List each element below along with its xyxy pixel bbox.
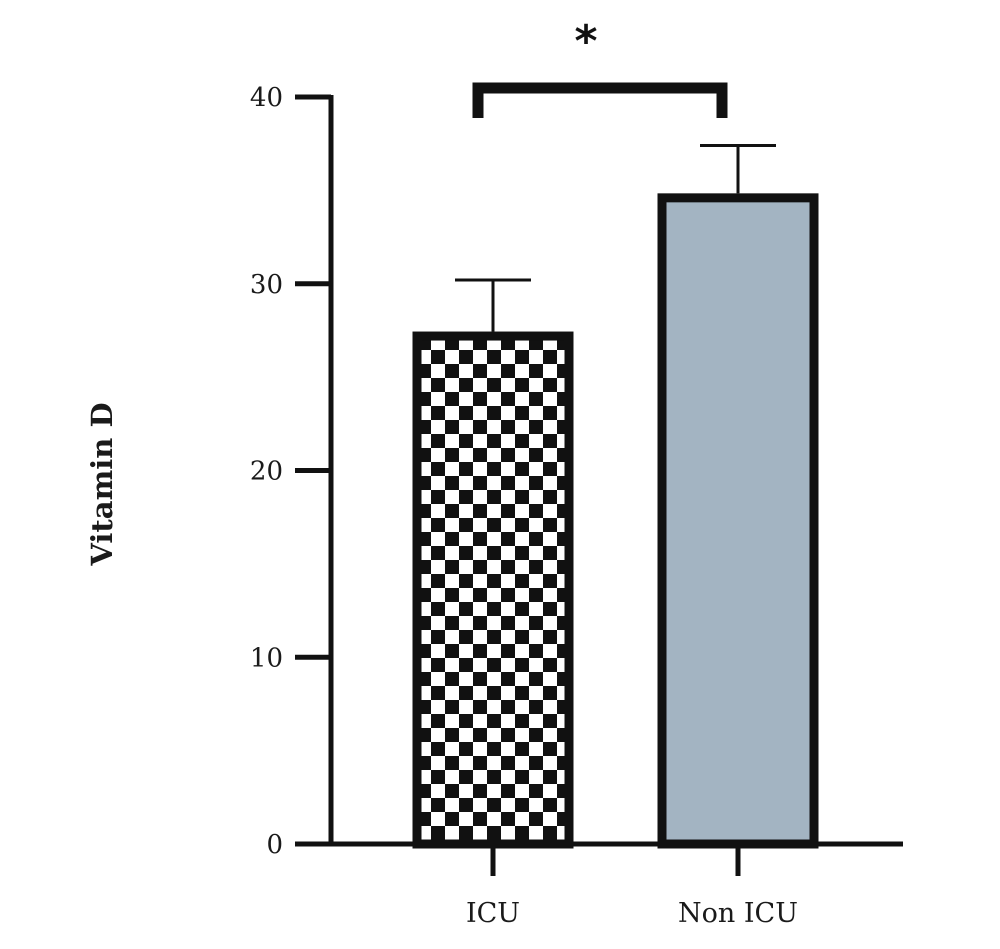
x-tick-label-icu: ICU [466, 898, 520, 929]
bar-non-icu [657, 193, 819, 849]
y-tick-label-0: 0 [266, 830, 283, 860]
x-tick-label-non-icu: Non ICU [678, 898, 798, 929]
y-tick-label-20: 20 [250, 457, 283, 487]
axes-group [295, 94, 903, 876]
significance-bracket [472, 82, 728, 118]
bar-icu [412, 331, 574, 849]
error-bars-group [455, 144, 776, 332]
significance-asterisk: * [574, 16, 597, 67]
labels-group: ICU Non ICU 0 10 20 30 40 Vitamin D [85, 83, 798, 929]
bars-group [412, 193, 819, 849]
y-axis-title: Vitamin D [85, 402, 119, 566]
y-tick-label-40: 40 [250, 83, 283, 113]
y-tick-label-30: 30 [250, 270, 283, 300]
significance-group: * [472, 16, 728, 118]
y-tick-label-10: 10 [250, 643, 283, 673]
